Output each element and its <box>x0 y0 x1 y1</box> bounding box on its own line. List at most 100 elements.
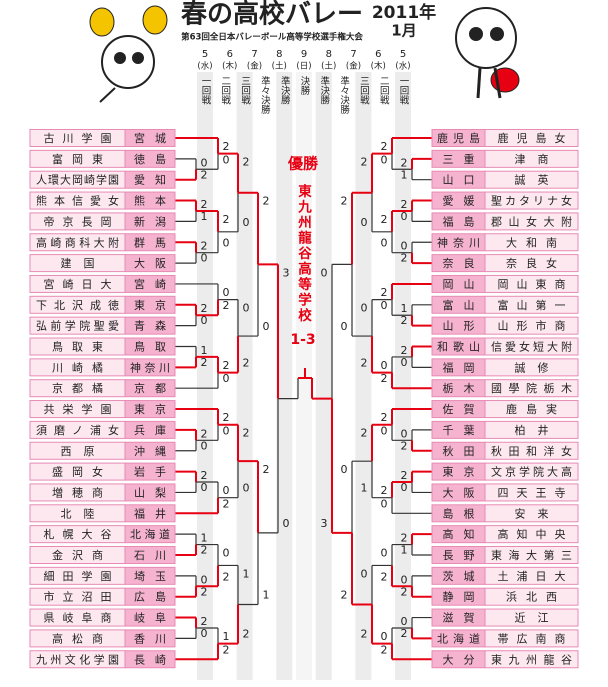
score: 0 <box>401 356 408 369</box>
school-name: 下北沢成徳 <box>36 298 119 312</box>
pref-box <box>431 358 486 377</box>
school-name: 東海大第三 <box>491 548 572 562</box>
score: 2 <box>223 643 230 656</box>
date-dow: (水) <box>395 61 410 72</box>
score: 2 <box>381 140 388 153</box>
pref-box <box>124 420 176 439</box>
pref-box <box>124 400 176 419</box>
score: 1 <box>223 630 230 643</box>
round-label: 準々決勝 <box>338 75 350 115</box>
score: 2 <box>223 213 230 226</box>
score: 2 <box>243 628 250 641</box>
pref-box <box>124 254 176 273</box>
round-label: 三回戦 <box>239 76 251 105</box>
score: 0 <box>201 439 208 452</box>
score: 3 <box>321 517 328 530</box>
score: 1 <box>243 567 250 580</box>
pref-box <box>431 608 486 627</box>
score: 2 <box>263 463 270 476</box>
round-label: 一回戦 <box>398 76 410 105</box>
score: 2 <box>401 156 408 169</box>
round-stripes <box>197 72 411 680</box>
score: 1 <box>361 482 368 495</box>
month: 1月 <box>391 22 416 40</box>
pref-box <box>431 316 486 335</box>
score: 2 <box>401 252 408 265</box>
score: 0 <box>341 320 348 333</box>
pref-name: 和歌山 <box>437 340 480 354</box>
date-dow: (日) <box>296 62 311 72</box>
score: 2 <box>381 286 388 299</box>
date-dow: (土) <box>321 61 336 72</box>
date-dow: (金) <box>247 61 262 72</box>
mascot-right <box>455 7 520 99</box>
score: 0 <box>263 320 270 333</box>
pref-box <box>431 191 486 210</box>
score: 2 <box>223 411 230 424</box>
pref-box <box>431 587 486 606</box>
pref-box <box>431 129 486 147</box>
pref-box <box>124 233 176 252</box>
pref-box <box>124 191 176 210</box>
score: 2 <box>243 357 250 370</box>
pref-box <box>431 170 486 189</box>
school-name: 須磨ノ浦女 <box>36 423 119 437</box>
score: 2 <box>401 344 408 357</box>
score: 1 <box>401 302 408 315</box>
pref-box <box>431 295 486 314</box>
round-stripe <box>395 72 411 680</box>
pref-box <box>431 504 486 523</box>
score: 0 <box>223 547 230 560</box>
pref-box <box>431 546 486 564</box>
date-dow: (金) <box>346 61 361 72</box>
date-day: 6 <box>227 49 233 60</box>
score: 0 <box>401 481 408 494</box>
score: 2 <box>201 302 208 315</box>
round-stripe <box>236 72 253 680</box>
school-box <box>484 504 579 523</box>
pref-box <box>431 379 486 398</box>
score: 2 <box>243 156 250 169</box>
score: 0 <box>283 517 290 530</box>
school-name: 浜北西 <box>506 591 557 604</box>
score: 1 <box>201 210 208 223</box>
pref-box <box>124 441 176 460</box>
score: 2 <box>401 314 408 327</box>
score: 2 <box>223 140 230 153</box>
score: 0 <box>401 573 408 586</box>
pref-box <box>431 274 486 293</box>
pref-box <box>431 462 486 481</box>
school-name: 秋田和洋女 <box>491 444 572 458</box>
school-name: 富岡東 <box>52 152 103 166</box>
round-label: 三回戦 <box>358 76 370 105</box>
score: 1 <box>401 544 408 557</box>
score: 1 <box>201 344 208 357</box>
pref-box <box>124 546 176 564</box>
date-day: 6 <box>375 49 381 60</box>
score: 0 <box>381 237 388 250</box>
school-name: 鳥取東 <box>52 340 103 354</box>
score: 2 <box>201 427 208 440</box>
pref-box <box>431 483 486 502</box>
date-day: 9 <box>301 49 307 60</box>
school-name: 増穂商 <box>52 485 103 499</box>
school-box <box>484 420 579 439</box>
score: 0 <box>401 615 408 628</box>
score: 0 <box>223 237 230 250</box>
score: 1 <box>263 589 270 602</box>
score: 2 <box>381 213 388 226</box>
score: 2 <box>223 359 230 372</box>
pref-box <box>124 379 176 398</box>
pref-box <box>431 441 486 460</box>
date-dow: (土) <box>272 61 287 72</box>
champion-score: 1-3 <box>290 332 315 348</box>
score: 0 <box>223 153 230 166</box>
school-name: 人環大岡崎学園 <box>36 173 119 187</box>
pref-box <box>124 295 176 314</box>
round-stripe <box>315 72 332 680</box>
school-box <box>484 149 579 168</box>
round-label: 一回戦 <box>200 76 212 105</box>
score: 2 <box>223 497 230 510</box>
school-box <box>484 358 579 377</box>
score: 0 <box>361 302 368 315</box>
